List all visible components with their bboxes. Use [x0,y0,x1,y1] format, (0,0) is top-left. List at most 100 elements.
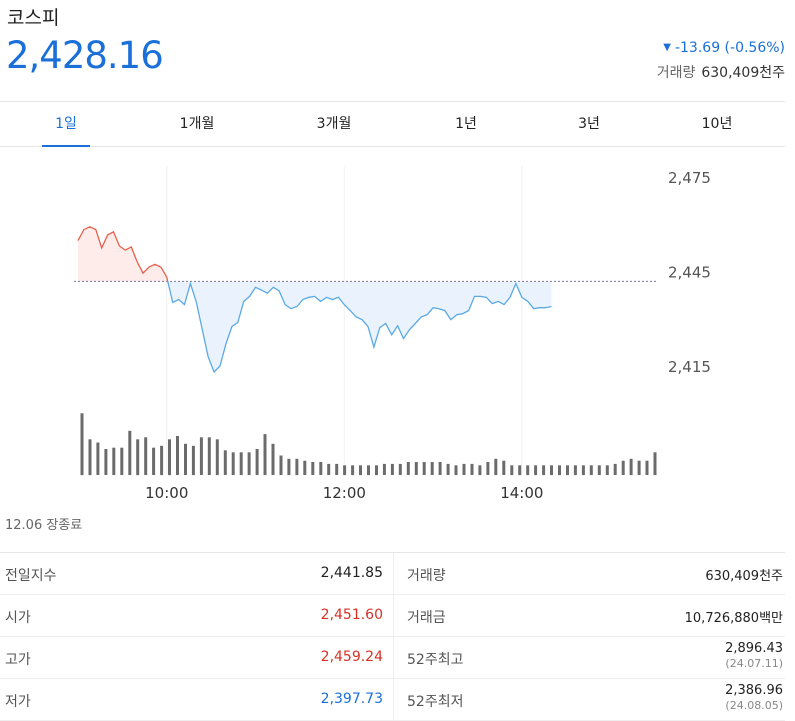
volume-bar [597,465,601,476]
stat-value: 2,459.24 [320,649,383,665]
volume-bar [319,462,323,475]
volume-bar [510,465,514,476]
stat-cell: 전일지수 2,441.85 [0,553,394,594]
down-triangle-icon: ▼ [663,42,671,53]
volume-bar [398,463,402,475]
volume-bar [88,439,92,476]
volume-bar [343,465,347,476]
volume-bar [430,462,434,475]
x-tick-label: 14:00 [500,484,543,502]
stat-label: 52주최고 [407,652,464,668]
volume-bar [462,463,466,475]
stats-table: 전일지수 2,441.85 거래량 630,409천주 시가 2,451.60 … [0,552,785,721]
period-tabs: 1일 1개월 3개월 1년 3년 10년 [0,101,785,147]
tab-10year[interactable]: 10년 [701,116,733,132]
y-tick-label: 2,475 [668,169,711,187]
volume-bar [184,443,187,475]
y-axis-ticks: 2,475 2,445 2,415 [668,169,711,376]
volume-bar [454,465,458,476]
stats-row: 전일지수 2,441.85 거래량 630,409천주 [0,553,785,595]
volume-bar [255,449,259,475]
volume-bar [239,452,243,476]
volume-bar [526,465,530,476]
chart-gridlines [166,166,523,475]
volume-bar [470,463,474,475]
volume-bar [566,465,569,476]
stat-label: 저가 [5,694,31,710]
volume-summary: 거래량 630,409천주 [657,62,785,82]
volume-bar [478,465,482,476]
volume-bar [613,463,617,475]
stat-cell: 저가 2,397.73 [0,679,394,720]
volume-bar [589,465,593,476]
stat-value: 2,386.96 [725,683,783,698]
volume-bar [144,437,148,475]
volume-bar [621,460,625,475]
x-tick-label: 10:00 [145,484,188,502]
volume-bar [191,445,195,476]
volume-bar [438,462,442,475]
volume-bar [351,465,355,476]
stat-value-with-date: 2,896.43 (24.07.11) [725,641,783,670]
volume-bar [247,452,251,476]
volume-bar [160,445,164,476]
volume-bar [653,452,657,476]
stat-cell: 거래금 10,726,880백만 [394,595,785,636]
volume-bar [128,430,132,475]
stat-label: 거래량 [407,568,446,584]
stat-label: 고가 [5,652,31,668]
volume-bar [550,465,553,476]
stat-value: 2,397.73 [320,691,383,707]
stat-value: 630,409천주 [705,569,783,584]
volume-bar [375,465,378,476]
volume-bar [215,439,219,476]
volume-bar [359,465,362,476]
volume-bar [303,460,307,475]
stats-row: 고가 2,459.24 52주최고 2,896.43 (24.07.11) [0,637,785,679]
volume-bar [645,460,649,475]
volume-bar [112,447,116,475]
stat-label: 52주최저 [407,694,464,710]
volume-bar [104,449,108,475]
stat-label: 시가 [5,610,31,626]
volume-bar [199,437,203,475]
tab-3month[interactable]: 3개월 [316,116,352,132]
volume-bar [446,463,450,475]
stat-cell: 52주최고 2,896.43 (24.07.11) [394,637,785,678]
volume-bar [486,462,490,475]
volume-bar [502,460,506,475]
volume-bar [120,447,124,475]
market-status: 12.06 장종료 [5,518,83,533]
index-value: 2,428.16 [6,34,164,77]
volume-bar [637,460,641,475]
volume-bar [223,450,227,475]
volume-bar [152,447,156,475]
index-header: 코스피 2,428.16 ▼ -13.69 (-0.56%) 거래량 630,409… [0,0,795,100]
stat-cell: 시가 2,451.60 [0,595,394,636]
volume-bar [263,434,267,476]
stat-value: 10,726,880백만 [684,611,783,626]
stats-row: 저가 2,397.73 52주최저 2,386.96 (24.08.05) [0,679,785,721]
volume-bar [96,442,100,475]
volume-bar [311,462,315,475]
tab-1year[interactable]: 1년 [455,116,477,132]
volume-bar [414,462,418,475]
tab-1day[interactable]: 1일 [42,102,90,147]
price-line-up [77,226,191,282]
volume-bar [494,458,498,476]
x-axis-ticks: 10:00 12:00 14:00 [145,484,543,502]
tab-3year[interactable]: 3년 [578,116,600,132]
volume-bar [518,465,522,476]
intraday-chart: 2,475 2,445 2,415 10:00 12:00 14:00 [74,166,711,502]
volume-bar [295,458,299,476]
stat-cell: 거래량 630,409천주 [394,553,785,594]
tab-1month[interactable]: 1개월 [179,116,215,132]
volume-bar [558,465,561,476]
volume-bar [279,455,283,475]
y-tick-label: 2,445 [668,264,711,282]
volume-bar [605,465,609,476]
stat-date: (24.08.05) [725,699,783,712]
stat-date: (24.07.11) [725,657,783,670]
volume-bar [406,462,410,475]
volume-bar [176,436,179,475]
